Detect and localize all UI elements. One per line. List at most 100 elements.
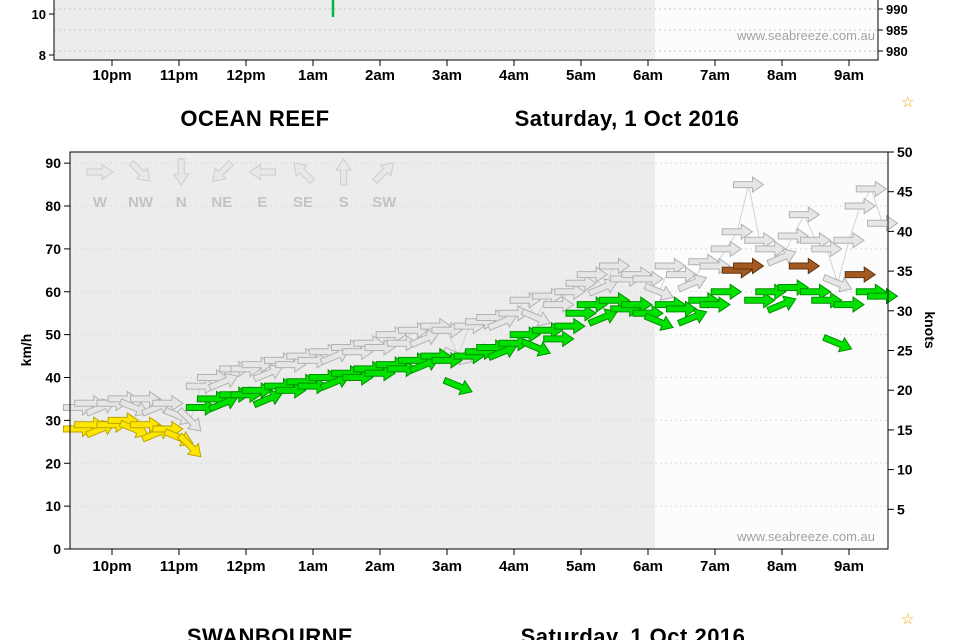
x-tick-label: 12pm: [226, 67, 265, 84]
gust-arrow: [654, 257, 687, 275]
right-axis-tick-label: 980: [886, 44, 908, 59]
wind-arrow: [543, 330, 575, 348]
wind-arrow: [621, 296, 653, 314]
x-tick-label: 4am: [499, 67, 529, 84]
gust-arrow: [152, 394, 184, 412]
direction-legend-arrow-icon: [211, 159, 234, 182]
direction-legend-label: E: [257, 194, 267, 211]
direction-legend-label: SW: [372, 194, 397, 211]
wind-arrow: [409, 355, 440, 374]
x-tick-label: 8am: [767, 558, 797, 575]
x-tick-label: 5am: [566, 558, 596, 575]
gust-arrow: [833, 231, 865, 249]
knots-tick-label: 35: [897, 263, 913, 279]
gust-arrow: [811, 240, 843, 258]
knots-tick-label: 5: [897, 501, 905, 517]
gust-arrow: [755, 240, 787, 258]
x-tick-label: 7am: [700, 67, 730, 84]
kmh-tick-label: 30: [45, 412, 61, 428]
left-axis-tick-label: 8: [39, 48, 46, 63]
x-tick-label: 3am: [432, 67, 462, 84]
gust-arrow: [543, 296, 575, 314]
x-tick-label: 2am: [365, 67, 395, 84]
kmh-tick-label: 60: [45, 284, 61, 300]
x-tick-label: 9am: [834, 558, 864, 575]
knots-tick-label: 25: [897, 343, 913, 359]
direction-legend-arrow-icon: [372, 162, 395, 185]
x-tick-label: 7am: [700, 558, 730, 575]
wind-arrow: [520, 338, 551, 357]
wind-arrow: [822, 334, 853, 353]
gust-arrow: [733, 176, 765, 194]
wind-arrow: [554, 317, 586, 335]
wind-arrow: [788, 257, 821, 275]
gust-arrow: [632, 270, 664, 288]
wind-arrow: [252, 389, 283, 409]
y-axis-label-knots: knots: [922, 311, 938, 349]
knots-tick-label: 45: [897, 184, 913, 200]
direction-legend-label: NW: [128, 194, 154, 211]
knots-tick-label: 15: [897, 422, 913, 438]
left-axis-tick-label: 10: [32, 7, 46, 22]
gust-arrow: [487, 312, 518, 331]
gust-arrow: [788, 206, 821, 224]
watermark: www.seabreeze.com.au: [736, 28, 875, 43]
x-tick-label: 6am: [633, 558, 663, 575]
gust-arrow: [599, 257, 631, 275]
gust-arrow: [800, 231, 832, 249]
x-tick-label: 3am: [432, 558, 462, 575]
right-axis-tick-label: 990: [886, 2, 908, 17]
gust-arrow: [565, 274, 597, 292]
x-tick-label: 6am: [633, 67, 663, 84]
wind-arrow: [487, 342, 518, 361]
wind-arrow: [442, 376, 473, 396]
x-tick-label: 1am: [298, 558, 328, 575]
gust-arrow: [643, 282, 674, 301]
wind-arrow: [833, 296, 865, 314]
watermark: www.seabreeze.com.au: [736, 529, 875, 544]
wind-arrow: [643, 312, 674, 331]
direction-legend-label: S: [339, 194, 349, 211]
gust-arrow: [744, 231, 776, 249]
direction-legend-arrow-icon: [172, 158, 190, 186]
x-tick-label: 9am: [834, 67, 864, 84]
knots-tick-label: 50: [897, 144, 913, 160]
gust-arrow: [319, 346, 350, 366]
kmh-tick-label: 40: [45, 370, 61, 386]
direction-legend-label: N: [176, 194, 187, 211]
x-tick-label: 2am: [365, 558, 395, 575]
gust-arrow: [520, 308, 551, 327]
direction-legend-label: W: [93, 194, 108, 211]
plot-border: [53, 0, 879, 61]
kmh-tick-label: 90: [45, 155, 61, 171]
favourite-star-icon[interactable]: ☆: [901, 611, 915, 628]
main-chart-date: Saturday, 1 Oct 2016: [514, 106, 740, 131]
gust-arrow: [710, 240, 743, 258]
wind-arrow: [867, 287, 899, 305]
direction-legend-arrow-icon: [248, 163, 276, 181]
y-axis-label-kmh: km/h: [18, 333, 34, 367]
direction-legend-arrow-icon: [86, 163, 114, 181]
bottom-chart-date: Saturday, 1 Oct 2016: [520, 624, 746, 640]
gust-arrow: [666, 266, 698, 284]
bottom-chart-title: SWANBOURNE: [186, 624, 354, 640]
main-chart-title: OCEAN REEF: [180, 106, 330, 131]
knots-tick-label: 30: [897, 303, 913, 319]
right-axis-tick-label: 985: [886, 23, 908, 38]
favourite-star-icon[interactable]: ☆: [901, 94, 915, 111]
wind-arrow: [319, 372, 350, 391]
wind-arrow: [208, 394, 239, 413]
gust-arrow: [554, 283, 586, 301]
kmh-tick-label: 70: [45, 241, 61, 257]
gust-arrow: [498, 304, 530, 322]
gust-arrow: [855, 180, 888, 198]
direction-legend-arrow-icon: [293, 162, 316, 185]
gust-arrow: [766, 248, 797, 267]
kmh-tick-label: 50: [45, 327, 61, 343]
x-tick-label: 12pm: [226, 558, 265, 575]
gust-arrow: [844, 197, 877, 215]
kmh-tick-label: 10: [45, 498, 61, 514]
direction-legend-label: NE: [211, 194, 232, 211]
